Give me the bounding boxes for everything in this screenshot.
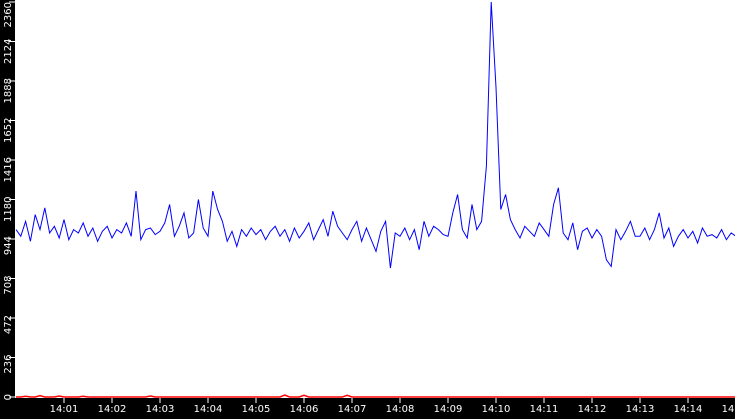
x-tick-label: 14:15 <box>722 404 735 415</box>
y-axis: 0 236 472 708 944 1180 1416 1652 1888 2124 2360 <box>3 1 15 400</box>
x-tick-label: 14:12 <box>578 404 607 415</box>
x-tick-label: 14:02 <box>98 404 127 415</box>
x-tick-label: 14:06 <box>290 404 319 415</box>
y-tick-label: 2124 <box>3 39 14 64</box>
y-tick-label: 1888 <box>3 78 14 103</box>
series-group <box>15 1 735 398</box>
y-tick-label: 236 <box>3 355 14 374</box>
x-tick-label: 14:13 <box>626 404 655 415</box>
y-tick-label: 0 <box>3 394 14 400</box>
x-tick-label: 14:10 <box>482 404 511 415</box>
y-tick-label: 1652 <box>3 118 14 143</box>
series-line-red <box>16 394 735 398</box>
y-tick-label: 1416 <box>3 157 14 182</box>
x-tick-label: 14:05 <box>242 404 271 415</box>
x-tick-label: 14:08 <box>386 404 415 415</box>
y-tick-label: 472 <box>3 315 14 334</box>
y-tick-label: 708 <box>3 276 14 295</box>
x-axis: 14:01 14:02 14:03 14:04 14:05 14:06 14:07 14:08… <box>50 398 735 415</box>
y-tick-label: 944 <box>3 236 14 255</box>
x-tick-label: 14:01 <box>50 404 79 415</box>
x-tick-label: 14:11 <box>530 404 559 415</box>
x-tick-label: 14:09 <box>434 404 463 415</box>
x-tick-label: 14:03 <box>146 404 175 415</box>
y-tick-label: 1180 <box>3 197 14 222</box>
y-tick-label: 2360 <box>3 2 14 27</box>
x-tick-label: 14:14 <box>674 404 703 415</box>
series-line-blue <box>15 1 735 269</box>
x-tick-label: 14:07 <box>338 404 367 415</box>
x-tick-label: 14:04 <box>194 404 223 415</box>
plot-area <box>15 0 735 398</box>
